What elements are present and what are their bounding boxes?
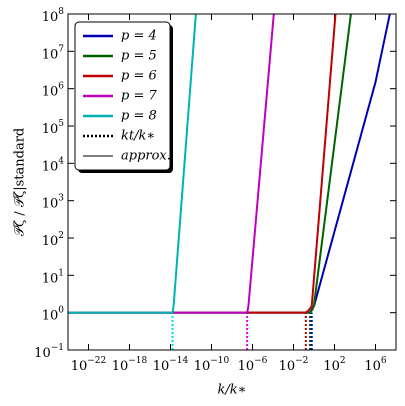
y-tick-label: 107 bbox=[42, 44, 65, 62]
y-tick-label: 108 bbox=[42, 7, 65, 25]
x-tick-label-exp: −14 bbox=[169, 356, 188, 366]
x-tick-label-exp: −18 bbox=[128, 356, 147, 366]
y-tick-label-exp: 0 bbox=[58, 305, 64, 315]
y-tick-label-exp: 6 bbox=[58, 81, 64, 91]
y-tick-label: 104 bbox=[42, 156, 65, 174]
x-tick-label: 10−6 bbox=[238, 356, 268, 374]
x-tick-label-base: 10 bbox=[364, 359, 381, 374]
x-tick-label-exp: 6 bbox=[381, 356, 387, 366]
legend-label: p = 8 bbox=[121, 109, 157, 124]
legend-label: p = 7 bbox=[121, 89, 157, 104]
y-tick-label: 105 bbox=[42, 119, 65, 137]
y-tick-label-base: 10 bbox=[42, 234, 59, 249]
y-tick-label-base: 10 bbox=[42, 10, 59, 25]
plot-frame bbox=[67, 13, 397, 351]
y-tick-label-exp: 3 bbox=[58, 193, 64, 203]
y-tick-label: 100 bbox=[42, 305, 65, 323]
legend-label: kt/k∗ bbox=[121, 129, 155, 144]
x-tick-label-base: 10 bbox=[323, 359, 340, 374]
x-tick-label-base: 10 bbox=[153, 359, 170, 374]
y-tick-label-exp: 8 bbox=[58, 7, 64, 17]
y-tick-label-exp: 2 bbox=[58, 231, 64, 241]
y-tick-label: 102 bbox=[42, 231, 64, 249]
x-tick-label-exp: −10 bbox=[210, 356, 229, 366]
y-tick-label-exp: −1 bbox=[51, 343, 64, 353]
legend-label: p = 5 bbox=[121, 49, 157, 64]
x-tick-label: 10−2 bbox=[279, 356, 309, 374]
y-tick-label-base: 10 bbox=[42, 196, 59, 211]
y-tick-label-base: 10 bbox=[42, 308, 59, 323]
x-tick-label-base: 10 bbox=[112, 359, 129, 374]
x-tick-label: 10−18 bbox=[112, 356, 148, 374]
legend-label: p = 6 bbox=[121, 69, 157, 84]
y-tick-label-base: 10 bbox=[42, 159, 59, 174]
y-tick-label: 106 bbox=[42, 81, 65, 99]
x-tick-label: 10−22 bbox=[71, 356, 107, 374]
x-axis-label: k/k∗ bbox=[218, 383, 247, 398]
series-line bbox=[68, 14, 197, 314]
y-tick-label-base: 10 bbox=[42, 84, 59, 99]
legend-label: approx. bbox=[121, 149, 171, 164]
x-tick-label-base: 10 bbox=[71, 359, 88, 374]
legend-label: p = 4 bbox=[121, 29, 157, 44]
x-tick-label: 102 bbox=[323, 356, 345, 374]
x-tick-label: 10−10 bbox=[194, 356, 230, 374]
y-tick-label-base: 10 bbox=[42, 122, 59, 137]
y-tick-label-base: 10 bbox=[42, 271, 59, 286]
y-tick-label-exp: 1 bbox=[58, 268, 64, 278]
y-axis-label: 𝒫ζ / 𝒫ζ|standard bbox=[13, 128, 28, 237]
y-tick-label-exp: 5 bbox=[58, 119, 64, 129]
x-tick-label: 10−14 bbox=[153, 356, 189, 374]
y-tick-label-exp: 7 bbox=[58, 44, 64, 54]
x-tick-label-exp: −22 bbox=[87, 356, 106, 366]
x-tick-label-exp: −2 bbox=[295, 356, 308, 366]
y-tick-label: 103 bbox=[42, 193, 65, 211]
x-tick-label-base: 10 bbox=[238, 359, 255, 374]
y-tick-label-base: 10 bbox=[42, 47, 59, 62]
x-tick-label-base: 10 bbox=[279, 359, 296, 374]
x-tick-label-exp: 2 bbox=[340, 356, 346, 366]
x-tick-label: 106 bbox=[364, 356, 387, 374]
y-tick-label: 10−1 bbox=[34, 343, 64, 361]
x-tick-label-base: 10 bbox=[194, 359, 211, 374]
y-tick-label: 101 bbox=[42, 268, 64, 286]
legend bbox=[74, 21, 171, 171]
y-tick-label-exp: 4 bbox=[58, 156, 64, 166]
y-tick-label-base: 10 bbox=[34, 346, 51, 361]
x-tick-label-exp: −6 bbox=[254, 356, 268, 366]
